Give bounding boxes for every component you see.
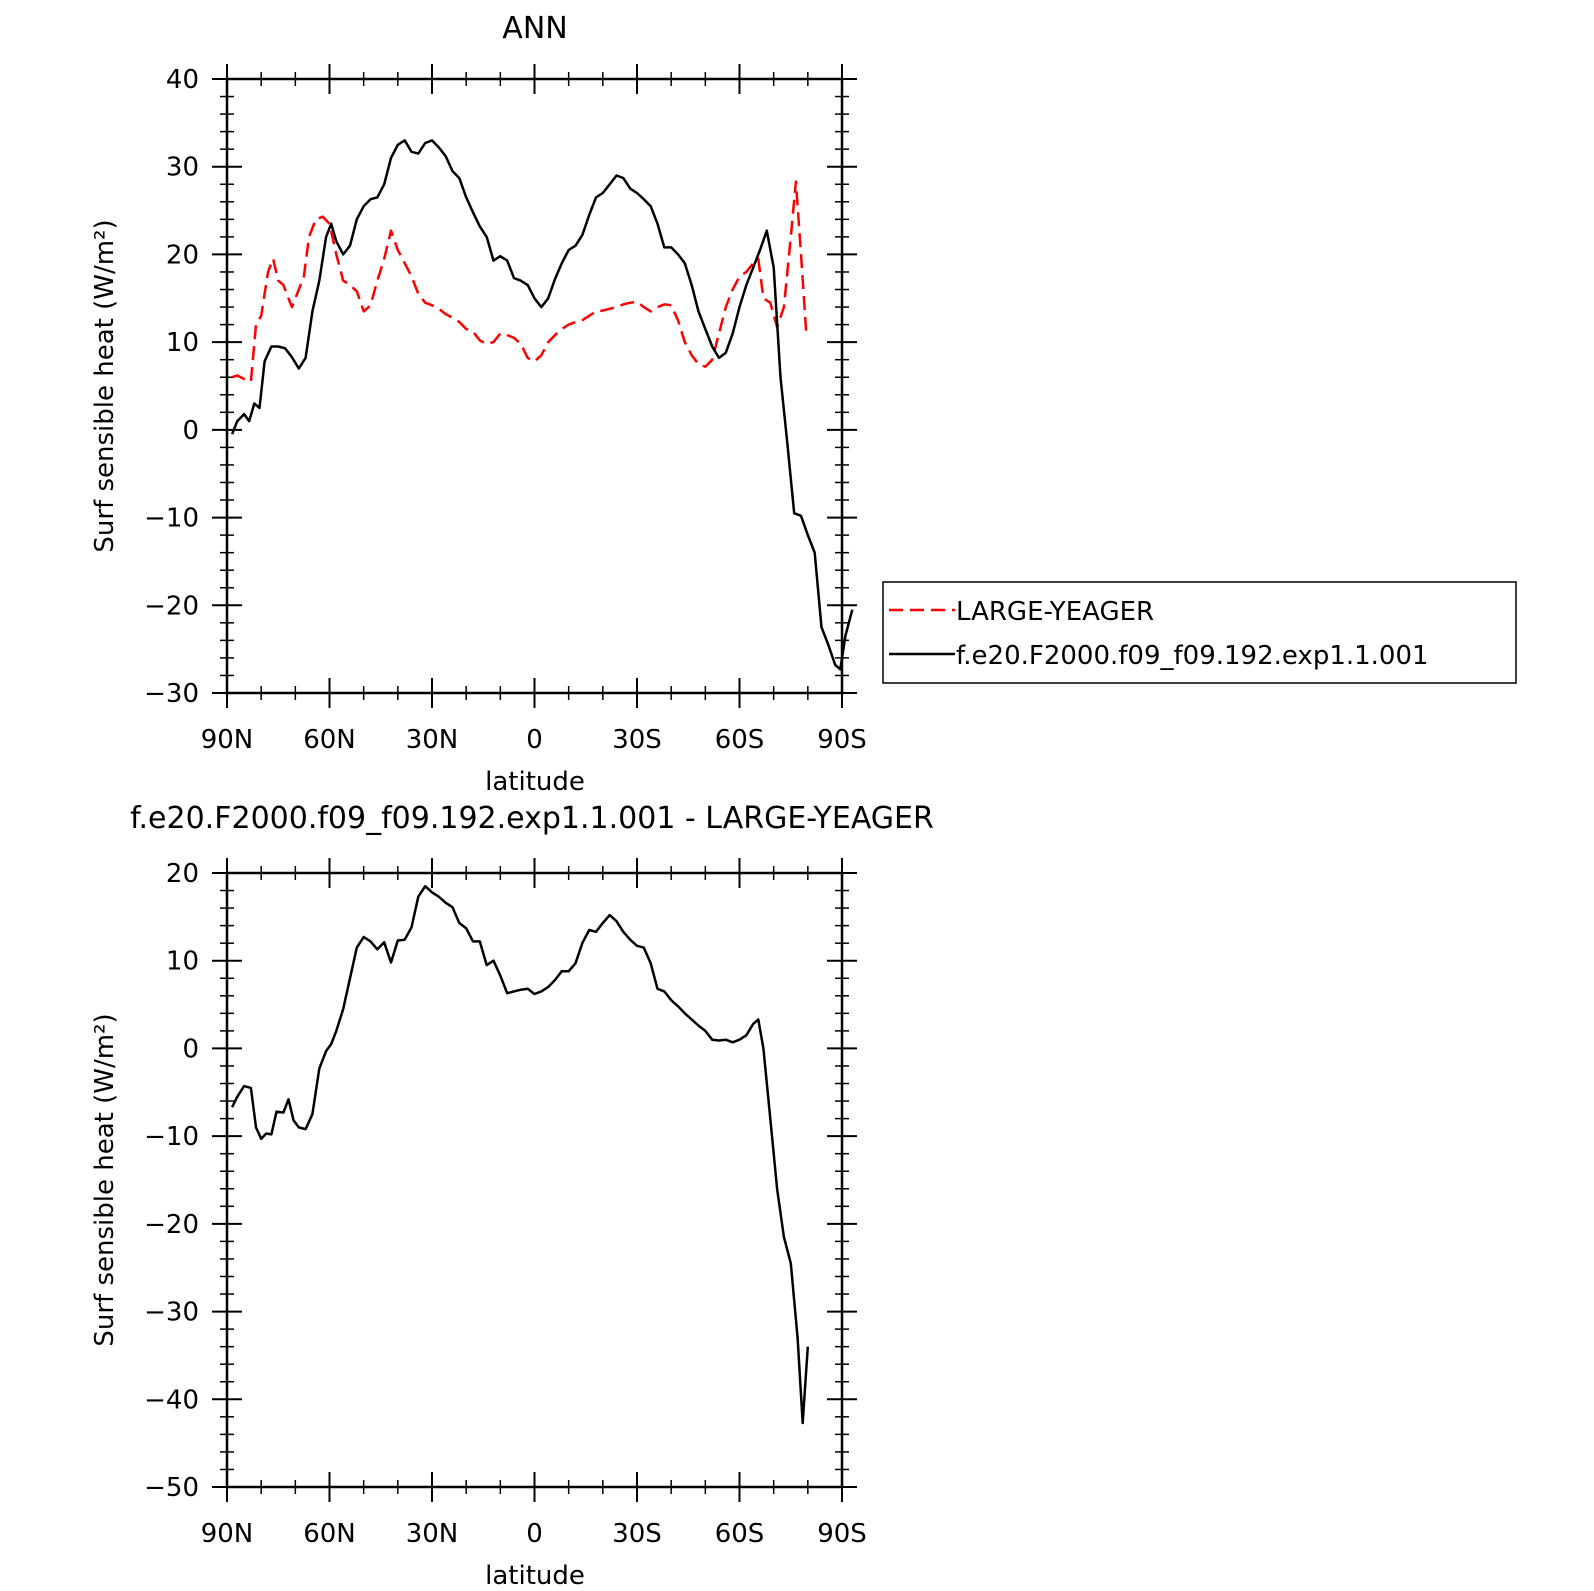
- y-tick-label: 0: [182, 416, 199, 446]
- series-line-0: [230, 884, 810, 1425]
- x-tick-label: 30N: [406, 725, 459, 755]
- y-tick-label: −20: [144, 1210, 199, 1240]
- x-tick-label: 30S: [612, 725, 662, 755]
- bottom-panel-ylabel: Surf sensible heat (W/m²): [90, 1013, 120, 1346]
- bottom-panel: f.e20.F2000.f09_f09.192.exp1.1.001 - LAR…: [90, 801, 934, 1591]
- y-tick-label: 10: [166, 328, 199, 358]
- x-tick-label: 60N: [303, 725, 356, 755]
- top-panel-axes: −30 −20 −10 0 10 20 30 40 90N 60N 30N 0 30S 60S 90S: [144, 64, 867, 755]
- top-panel-title: ANN: [502, 11, 567, 46]
- y-tick-label: 10: [166, 947, 199, 977]
- y-tick-label: −10: [144, 1122, 199, 1152]
- top-panel-ylabel: Surf sensible heat (W/m²): [90, 219, 120, 552]
- legend-label-model: f.e20.F2000.f09_f09.192.exp1.1.001: [956, 641, 1429, 671]
- x-tick-label: 90N: [201, 1519, 254, 1549]
- y-tick-label: 20: [166, 859, 199, 889]
- y-tick-label: −30: [144, 679, 199, 709]
- top-plot-frame: [225, 77, 844, 695]
- y-tick-label: 40: [166, 65, 199, 95]
- top-panel-plot: [230, 139, 854, 671]
- legend-box: [882, 581, 1517, 684]
- y-tick-label: −40: [144, 1385, 199, 1415]
- series-line-0: [231, 180, 808, 383]
- y-tick-label: 30: [166, 153, 199, 183]
- legend: LARGE-YEAGER f.e20.F2000.f09_f09.192.exp…: [882, 581, 1517, 684]
- series-line-1: [230, 139, 854, 671]
- y-tick-label: −50: [144, 1473, 199, 1503]
- x-tick-label: 90N: [201, 725, 254, 755]
- bottom-panel-title: f.e20.F2000.f09_f09.192.exp1.1.001 - LAR…: [130, 801, 934, 836]
- top-panel: ANN −30 −20 −10 0 10 20 30 40 90N 60N 30N 0 30S 60S 90…: [90, 11, 867, 797]
- y-tick-label: −10: [144, 504, 199, 534]
- bottom-panel-plot: [230, 884, 810, 1425]
- y-tick-label: −20: [144, 591, 199, 621]
- x-tick-label: 60S: [715, 725, 765, 755]
- y-tick-label: −30: [144, 1298, 199, 1328]
- bottom-panel-xlabel: latitude: [485, 1561, 585, 1591]
- x-tick-label: 90S: [817, 725, 867, 755]
- bottom-panel-axes: −50 −40 −30 −20 −10 0 10 20 90N 60N 30N 0 30S 60S 90S: [144, 858, 867, 1549]
- bottom-plot-frame: [225, 871, 844, 1489]
- x-tick-label: 60S: [715, 1519, 765, 1549]
- legend-label-large-yeager: LARGE-YEAGER: [956, 597, 1154, 627]
- x-tick-label: 60N: [303, 1519, 356, 1549]
- x-tick-label: 90S: [817, 1519, 867, 1549]
- y-tick-label: 20: [166, 240, 199, 270]
- x-tick-label: 0: [526, 1519, 543, 1549]
- x-tick-label: 0: [526, 725, 543, 755]
- y-tick-label: 0: [182, 1034, 199, 1064]
- top-panel-xlabel: latitude: [485, 767, 585, 797]
- x-tick-label: 30S: [612, 1519, 662, 1549]
- x-tick-label: 30N: [406, 1519, 459, 1549]
